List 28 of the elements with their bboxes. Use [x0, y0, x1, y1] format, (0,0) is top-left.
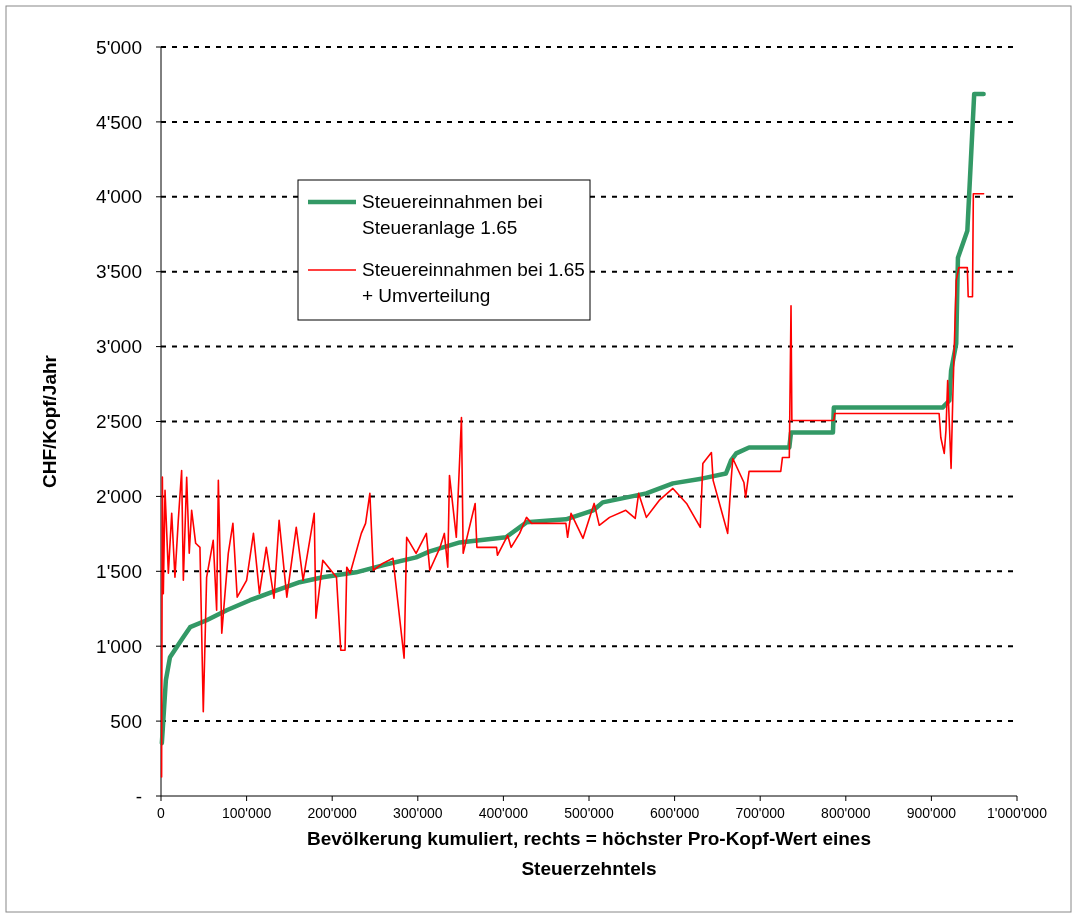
y-axis-title: CHF/Kopf/Jahr: [39, 354, 60, 488]
y-tick-label: 3'500: [96, 261, 142, 283]
y-tick-label: 5'000: [96, 36, 142, 58]
y-tick-label: 1'000: [96, 635, 142, 657]
x-tick-label: 500'000: [564, 805, 614, 821]
x-tick-label: 0: [157, 805, 166, 821]
y-tick-label: 500: [110, 710, 142, 732]
x-tick-label: 400'000: [478, 805, 529, 821]
x-tick-label: 100'000: [221, 805, 272, 821]
legend-label: Steuereinnahmen bei 1.65 + Umverteilung: [362, 259, 585, 306]
y-tick-label: 2'500: [96, 411, 142, 433]
y-tick-label: 3'000: [96, 336, 142, 358]
x-tick-label: 200'000: [307, 805, 358, 821]
line-series: [159, 91, 986, 746]
y-tick-label: 2'000: [96, 486, 142, 508]
line-series: [160, 193, 985, 778]
y-tick-label: -: [135, 785, 142, 807]
x-tick-label: 700'000: [735, 805, 786, 821]
x-tick-label: 800'000: [821, 805, 871, 821]
x-axis-title: Bevölkerung kumuliert, rechts = höchster Pro-Kopf-Wert eines Steuerzehntels: [307, 828, 871, 879]
y-tick-label: 1'500: [96, 560, 142, 582]
legend-label: Steuereinnahmen bei Steueranlage 1.65: [362, 191, 543, 238]
x-tick-label: 300'000: [393, 805, 443, 821]
y-tick-label: 4'000: [96, 186, 142, 208]
x-tick-label: 1'000'000: [987, 805, 1048, 821]
x-tick-label: 900'000: [906, 805, 957, 821]
y-tick-label: 4'500: [96, 111, 142, 133]
x-tick-label: 600'000: [649, 805, 700, 821]
